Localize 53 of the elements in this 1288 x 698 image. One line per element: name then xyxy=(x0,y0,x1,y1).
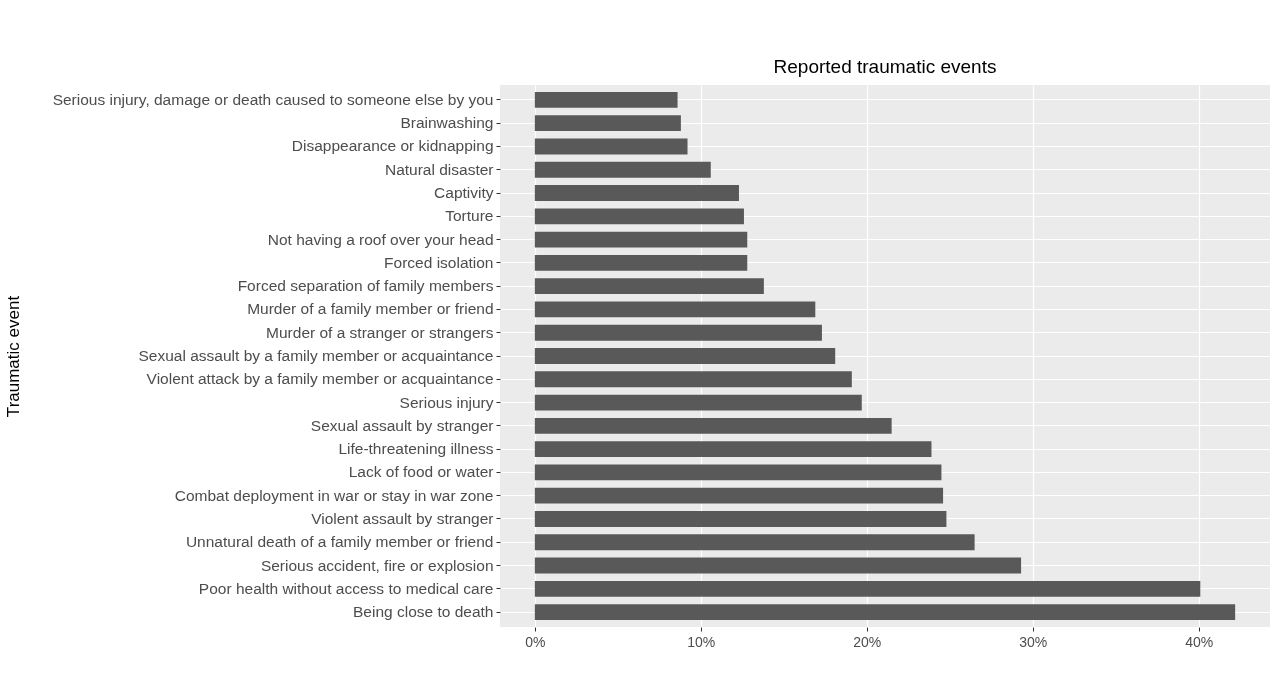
y-tick-label: Captivity xyxy=(434,184,494,202)
y-tick-label: Unnatural death of a family member or friend xyxy=(185,533,494,551)
bar xyxy=(534,91,678,108)
y-tick-label: Serious injury, damage or death caused to someone else by you xyxy=(52,90,494,108)
bar xyxy=(534,324,822,341)
y-tick-label: Life-threatening illness xyxy=(338,440,494,458)
y-tick-label: Forced separation of family members xyxy=(237,277,494,295)
bar xyxy=(534,371,852,388)
x-tick-label: 20% xyxy=(853,633,882,650)
bar xyxy=(534,231,748,248)
x-tick-label: 40% xyxy=(1185,633,1214,650)
y-tick-label: Violent attack by a family member or acquaintance xyxy=(146,370,494,388)
y-tick-label: Torture xyxy=(445,207,494,225)
bar xyxy=(534,487,944,504)
bar xyxy=(534,464,942,481)
bar xyxy=(534,348,836,364)
bar xyxy=(534,161,711,178)
bar xyxy=(534,604,1236,621)
x-tick-label: 30% xyxy=(1019,633,1048,650)
y-tick-label: Disappearance or kidnapping xyxy=(291,137,494,155)
y-tick-label: Murder of a family member or friend xyxy=(247,300,494,318)
bar xyxy=(534,301,816,318)
bar xyxy=(534,441,932,458)
bar xyxy=(534,534,975,551)
chart-title: Reported traumatic events xyxy=(773,56,997,77)
x-tick-label: 10% xyxy=(687,633,716,650)
y-axis-title: Traumatic event xyxy=(3,295,23,418)
y-tick-label: Sexual assault by stranger xyxy=(310,416,494,434)
bar xyxy=(534,394,862,411)
y-tick-label: Combat deployment in war or stay in war zone xyxy=(174,486,494,504)
bar xyxy=(534,417,892,434)
bar xyxy=(534,115,681,132)
bar xyxy=(534,580,1201,597)
y-tick-label: Forced isolation xyxy=(384,253,494,271)
bar xyxy=(534,278,764,295)
y-tick-label: Brainwashing xyxy=(400,114,494,132)
y-tick-label: Lack of food or water xyxy=(348,463,494,481)
y-tick-label: Being close to death xyxy=(353,603,494,621)
y-tick-label: Natural disaster xyxy=(384,160,494,178)
y-tick-label: Serious accident, fire or explosion xyxy=(260,556,494,574)
y-tick-label: Violent assault by stranger xyxy=(311,509,494,527)
bar xyxy=(534,185,739,201)
bar xyxy=(534,208,744,225)
bar xyxy=(534,254,748,271)
y-tick-label: Not having a roof over your head xyxy=(267,230,494,248)
bar xyxy=(534,138,688,155)
y-tick-label: Poor health without access to medical care xyxy=(198,579,494,597)
y-tick-label: Murder of a stranger or strangers xyxy=(266,323,494,341)
bar xyxy=(534,511,947,527)
x-tick-label: 0% xyxy=(525,633,546,650)
bar xyxy=(534,557,1022,574)
y-tick-label: Sexual assault by a family member or acquaintance xyxy=(138,347,494,364)
y-tick-label: Serious injury xyxy=(399,393,494,411)
